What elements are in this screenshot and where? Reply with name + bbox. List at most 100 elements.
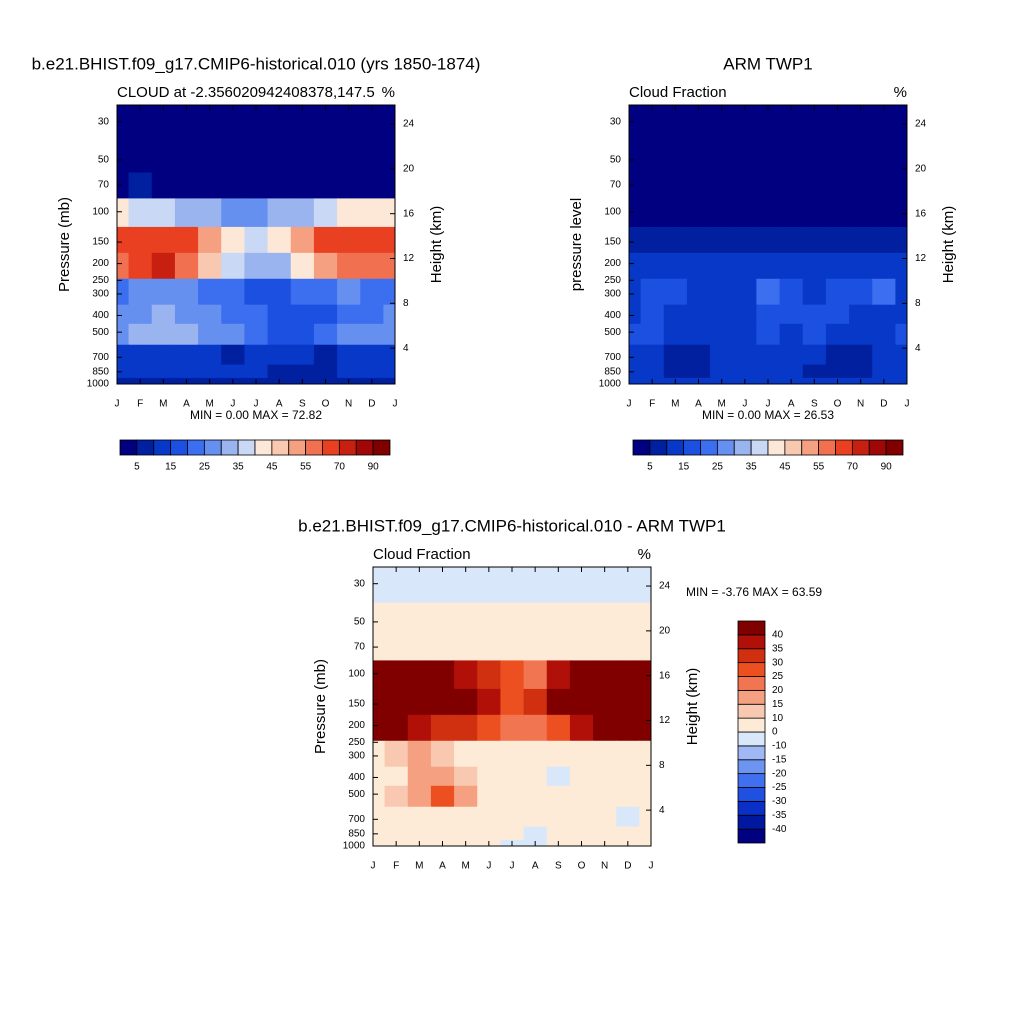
contour-cell	[710, 140, 734, 174]
colorbar-box	[716, 439, 735, 456]
contour-cell	[221, 323, 246, 346]
contour-cell	[337, 304, 361, 325]
contour-cell	[313, 344, 338, 366]
colorbar-box	[767, 439, 786, 456]
contour-cell	[174, 172, 199, 200]
chart-title: ARM TWP1	[723, 54, 812, 73]
contour-cell	[733, 172, 758, 200]
contour-cell	[663, 226, 688, 254]
y-tick-label: 200	[348, 720, 365, 731]
contour-cell	[616, 740, 641, 768]
contour-cell	[407, 766, 432, 787]
contour-cell	[895, 304, 907, 325]
contour-cell	[384, 660, 409, 690]
contour-cell	[849, 252, 873, 280]
contour-cell	[593, 766, 617, 787]
contour-cell	[174, 198, 199, 228]
contour-cell	[639, 714, 651, 742]
contour-cell	[500, 602, 525, 636]
contour-cell	[117, 377, 130, 384]
contour-cell	[640, 323, 665, 346]
contour-cell	[523, 766, 548, 787]
contour-cell	[198, 252, 222, 280]
y-tick-label: 200	[604, 258, 621, 269]
x-tick-label: A	[788, 399, 795, 410]
contour-cell	[872, 344, 897, 366]
contour-cell	[151, 364, 176, 379]
contour-cell	[313, 252, 338, 280]
colorbar-label: 90	[368, 462, 380, 473]
contour-cell	[117, 278, 130, 306]
contour-cell	[117, 140, 130, 174]
contour-cell	[267, 304, 292, 325]
colorbar-box	[737, 773, 766, 788]
contour-cell	[117, 304, 130, 325]
y-axis-label: Pressure (mb)	[312, 659, 329, 754]
x-tick-label: M	[461, 861, 469, 872]
contour-cell	[383, 377, 395, 384]
contour-cell	[290, 172, 315, 200]
contour-cell	[872, 252, 897, 280]
contour-cell	[686, 304, 711, 325]
colorbar-box	[737, 800, 766, 816]
contour-cell	[383, 252, 395, 280]
contour-cell	[825, 172, 850, 200]
contour-cell	[756, 323, 781, 346]
contour-cell	[756, 140, 781, 174]
colorbar-box	[187, 439, 205, 456]
contour-cell	[244, 172, 269, 200]
contour-cell	[384, 634, 409, 662]
contour-cell	[430, 567, 455, 604]
contour-cell	[407, 567, 432, 604]
colorbar-label: -10	[772, 741, 787, 752]
subtitle-left: CLOUD at -2.356020942408378,147.5	[117, 84, 375, 101]
contour-cell	[198, 140, 222, 174]
contour-cell	[639, 567, 651, 604]
colorbar-label: 25	[772, 671, 784, 682]
chart-title: b.e21.BHIST.f09_g17.CMIP6-historical.010…	[298, 516, 726, 535]
contour-cell	[569, 806, 594, 828]
x-tick-label: N	[345, 399, 352, 410]
contour-cell	[686, 172, 711, 200]
contour-cell	[384, 826, 409, 841]
y2-axis-label: Height (km)	[684, 668, 701, 746]
contour-cell	[454, 766, 478, 787]
colorbar-label: 70	[334, 462, 346, 473]
x-tick-label: J	[254, 399, 259, 410]
contour-cell	[221, 105, 246, 142]
colorbar-box	[170, 439, 188, 456]
colorbar-box	[737, 689, 766, 705]
colorbar-box	[737, 648, 766, 664]
x-tick-label: N	[601, 861, 608, 872]
contour-cell	[523, 785, 548, 808]
colorbar-box	[818, 439, 836, 456]
contour-cell	[756, 172, 781, 200]
contour-cell	[198, 105, 222, 142]
contour-cell	[128, 172, 153, 200]
colorbar-label: -20	[772, 768, 787, 779]
contour-cell	[593, 602, 617, 636]
x-tick-label: S	[299, 399, 306, 410]
contour-cell	[313, 226, 338, 254]
contour-cell	[117, 226, 130, 254]
contour-cell	[640, 344, 665, 366]
x-tick-label: N	[857, 399, 864, 410]
y-tick-label: 70	[354, 642, 366, 653]
colorbar-box	[700, 439, 718, 456]
y2-tick-label: 24	[403, 119, 415, 130]
contour-cell	[779, 252, 804, 280]
contour-cell	[313, 278, 338, 306]
contour-cell	[756, 344, 781, 366]
contour-cell	[128, 140, 153, 174]
contour-cell	[710, 278, 734, 306]
contour-cell	[663, 364, 688, 379]
x-tick-label: A	[695, 399, 702, 410]
contour-cell	[546, 688, 571, 716]
contour-cell	[872, 198, 897, 228]
y-tick-label: 250	[348, 737, 365, 748]
colorbar-box	[737, 662, 766, 677]
contour-cell	[663, 278, 688, 306]
contour-cell	[616, 785, 641, 808]
contour-cell	[373, 740, 386, 768]
colorbar-label: 5	[647, 462, 653, 473]
